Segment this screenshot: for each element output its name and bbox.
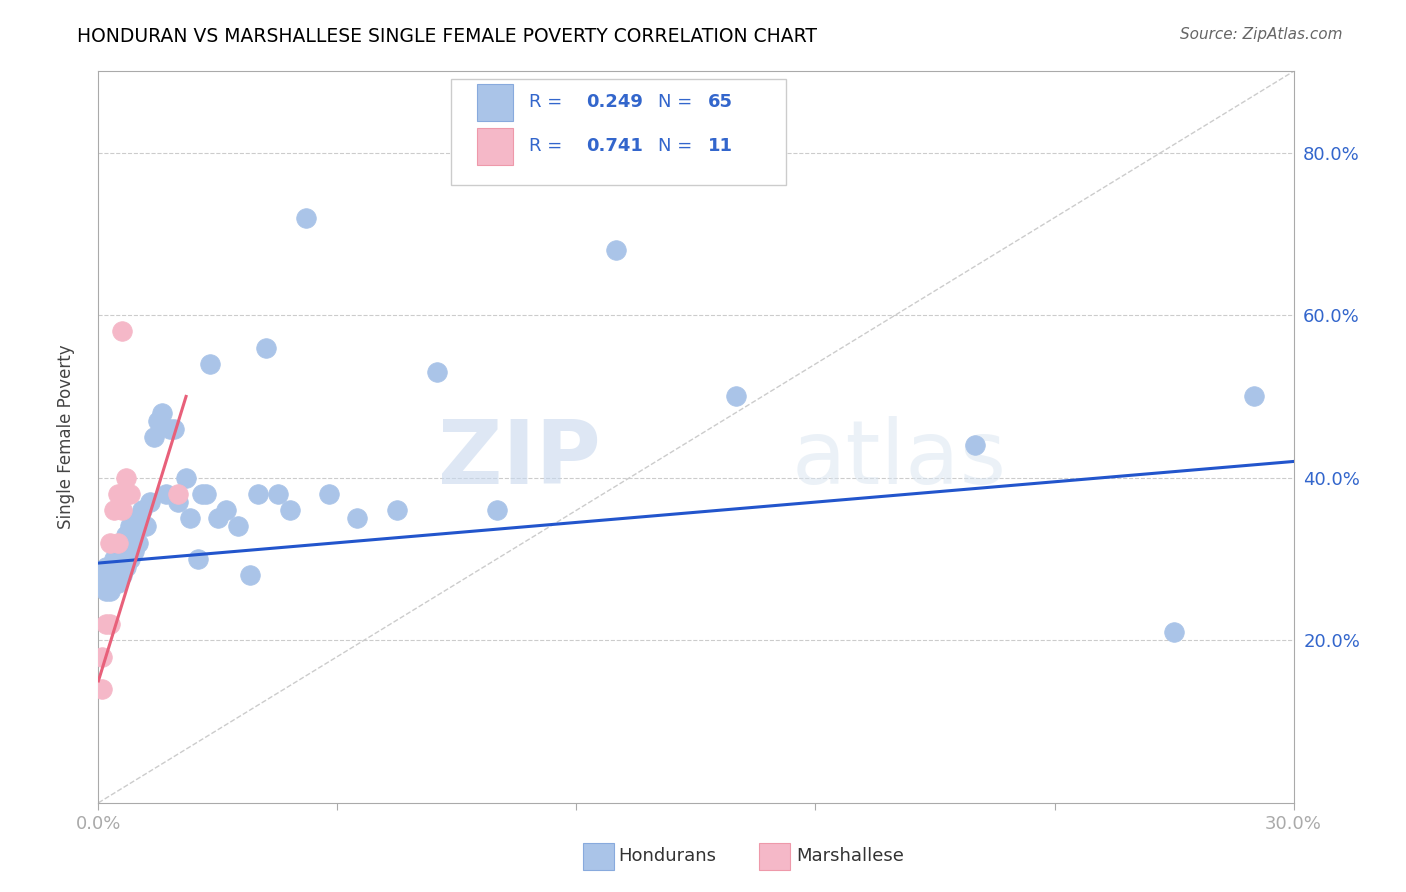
FancyBboxPatch shape: [451, 78, 786, 185]
Point: [96, 617, 118, 632]
Point: [107, 576, 129, 591]
Point: [148, 414, 170, 428]
Point: [131, 503, 153, 517]
Text: Source: ZipAtlas.com: Source: ZipAtlas.com: [1180, 27, 1343, 42]
Text: 65: 65: [709, 94, 733, 112]
Y-axis label: Single Female Poverty: Single Female Poverty: [56, 345, 75, 529]
Text: Hondurans: Hondurans: [619, 847, 717, 865]
Text: atlas: atlas: [792, 416, 1007, 502]
Point: [294, 211, 316, 225]
Point: [246, 487, 269, 501]
Point: [267, 487, 290, 501]
Point: [318, 487, 340, 501]
Point: [1243, 389, 1265, 403]
Point: [120, 487, 142, 501]
Point: [115, 560, 138, 574]
Point: [198, 357, 221, 371]
Point: [426, 365, 449, 379]
Point: [195, 487, 218, 501]
FancyBboxPatch shape: [477, 128, 513, 165]
Point: [98, 560, 122, 574]
Point: [96, 584, 118, 599]
Point: [103, 503, 125, 517]
Point: [135, 519, 157, 533]
Point: [96, 560, 118, 574]
Point: [98, 617, 122, 632]
Text: R =: R =: [529, 137, 568, 155]
Point: [91, 568, 114, 582]
Point: [139, 495, 162, 509]
Text: ZIP: ZIP: [437, 416, 600, 502]
Point: [111, 544, 134, 558]
Point: [111, 535, 134, 549]
Point: [91, 649, 114, 664]
Point: [150, 406, 173, 420]
Point: [385, 503, 409, 517]
Text: 11: 11: [709, 137, 733, 155]
Point: [179, 511, 201, 525]
Point: [174, 471, 197, 485]
Point: [98, 576, 122, 591]
Point: [143, 430, 166, 444]
Point: [159, 422, 181, 436]
Point: [115, 527, 138, 541]
Point: [239, 568, 262, 582]
Point: [207, 511, 229, 525]
Point: [124, 544, 146, 558]
FancyBboxPatch shape: [477, 84, 513, 120]
Point: [103, 552, 125, 566]
Point: [91, 681, 114, 696]
Point: [111, 503, 134, 517]
Point: [127, 535, 149, 549]
Point: [103, 568, 125, 582]
Point: [107, 487, 129, 501]
Point: [605, 243, 627, 257]
Text: 0.741: 0.741: [586, 137, 643, 155]
Point: [111, 325, 134, 339]
Point: [107, 535, 129, 549]
Point: [191, 487, 214, 501]
Point: [96, 576, 118, 591]
Point: [98, 584, 122, 599]
Point: [115, 544, 138, 558]
Point: [91, 576, 114, 591]
Text: N =: N =: [658, 94, 697, 112]
Point: [226, 519, 249, 533]
Point: [120, 519, 142, 533]
Point: [724, 389, 747, 403]
Point: [107, 544, 129, 558]
Point: [124, 527, 146, 541]
Text: HONDURAN VS MARSHALLESE SINGLE FEMALE POVERTY CORRELATION CHART: HONDURAN VS MARSHALLESE SINGLE FEMALE PO…: [77, 27, 817, 45]
Point: [485, 503, 508, 517]
Point: [215, 503, 238, 517]
Point: [111, 552, 134, 566]
Text: R =: R =: [529, 94, 568, 112]
Point: [254, 341, 277, 355]
Point: [111, 568, 134, 582]
Point: [155, 487, 177, 501]
Point: [187, 552, 209, 566]
Text: 0.249: 0.249: [586, 94, 643, 112]
Point: [107, 560, 129, 574]
Point: [1163, 625, 1185, 640]
Point: [278, 503, 301, 517]
Point: [163, 422, 186, 436]
Text: Marshallese: Marshallese: [796, 847, 904, 865]
Point: [98, 568, 122, 582]
Point: [127, 511, 149, 525]
Point: [963, 438, 986, 452]
Point: [346, 511, 368, 525]
Point: [115, 471, 138, 485]
Text: N =: N =: [658, 137, 697, 155]
Point: [103, 576, 125, 591]
Point: [98, 535, 122, 549]
Point: [120, 552, 142, 566]
Point: [167, 495, 190, 509]
Point: [103, 560, 125, 574]
Point: [167, 487, 190, 501]
Point: [120, 535, 142, 549]
